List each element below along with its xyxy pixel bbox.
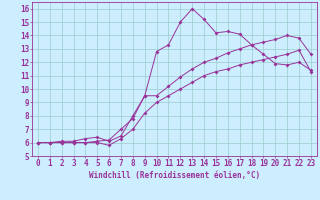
X-axis label: Windchill (Refroidissement éolien,°C): Windchill (Refroidissement éolien,°C)	[89, 171, 260, 180]
